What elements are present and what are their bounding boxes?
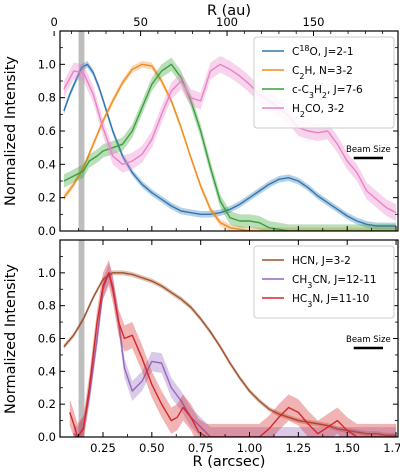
top-legend-label-1: C2H, N=3-2: [292, 65, 353, 81]
top-series-3-line: [63, 63, 397, 214]
bottom-beam-label: Beam Size: [346, 335, 391, 345]
bottom-x-axis-label: R (arcsec): [193, 454, 266, 470]
top-ytick-label: 0.0: [38, 224, 56, 238]
top-legend-label-0: C18O, J=2-1: [292, 44, 354, 59]
top-ytick-label: 0.2: [38, 191, 56, 205]
top-au-tick-label: 150: [303, 15, 325, 29]
bottom-xtick-label: 0.25: [90, 441, 116, 455]
bottom-shaded-region: [78, 240, 85, 437]
top-au-tick-label: 50: [133, 15, 148, 29]
bottom-xtick-label: 1.50: [334, 441, 360, 455]
top-ytick-label: 0.4: [38, 157, 56, 171]
top-series-0-line: [63, 63, 397, 227]
top-y-axis-label: Normalized Intensity: [3, 56, 19, 206]
top-series-2-band: [63, 57, 397, 231]
top-ytick-label: 1.0: [38, 57, 56, 71]
bottom-legend-label-1: CH3CN, J=12-11: [292, 274, 377, 290]
bottom-ytick-label: 0.2: [38, 397, 56, 411]
bottom-xtick-label: 0.75: [188, 441, 214, 455]
bottom-xtick-label: 1.75: [383, 441, 400, 455]
top-legend-label-2: c-C3H2, J=7-6: [292, 84, 363, 100]
top-au-tick-label: 100: [216, 15, 238, 29]
bottom-legend: [253, 245, 395, 319]
bottom-ytick-label: 0.8: [38, 299, 56, 313]
bottom-series-2-band: [69, 259, 397, 437]
bottom-xtick-label: 0.50: [139, 441, 165, 455]
top-series-0-band: [63, 61, 397, 230]
bottom-y-axis-label: Normalized Intensity: [3, 264, 19, 414]
bottom-ytick-label: 1.0: [38, 266, 56, 280]
top-beam-label: Beam Size: [346, 145, 391, 155]
bottom-ytick-label: 0.0: [38, 430, 56, 444]
bottom-legend-label-2: HC3N, J=11-10: [292, 293, 369, 309]
bottom-xtick-label: 1.25: [286, 441, 312, 455]
bottom-ytick-label: 0.4: [38, 364, 56, 378]
top-au-tick-label: 0: [50, 15, 57, 29]
bottom-series-1-line: [73, 272, 397, 437]
bottom-xtick-label: 1.00: [237, 441, 263, 455]
top-series-3-band: [63, 56, 397, 221]
top-ytick-label: 0.8: [38, 91, 56, 105]
top-shaded-region: [78, 31, 85, 231]
bottom-legend-label-0: HCN, J=3-2: [292, 255, 351, 267]
bottom-series-0-line: [63, 272, 397, 437]
bottom-panel: 0.0 0.2 0.4 0.6 0.8 1.0 0.25 0.50 0.75 1.00 1.25 1.…: [38, 239, 400, 455]
top-panel: 0.0 0.2 0.4 0.6 0.8 1.0 0 50 100 150 C18O, J=2-1 C2…: [38, 15, 399, 238]
top-series-2-line: [63, 63, 397, 231]
bottom-ytick-label: 0.6: [38, 332, 56, 346]
top-legend: [253, 36, 395, 129]
top-legend-label-3: H2CO, 3-2: [292, 103, 344, 119]
bottom-series-2-line: [69, 272, 397, 437]
top-series-1-line: [63, 63, 397, 231]
top-x-axis-label: R (au): [207, 3, 251, 19]
top-ytick-label: 0.6: [38, 124, 56, 138]
